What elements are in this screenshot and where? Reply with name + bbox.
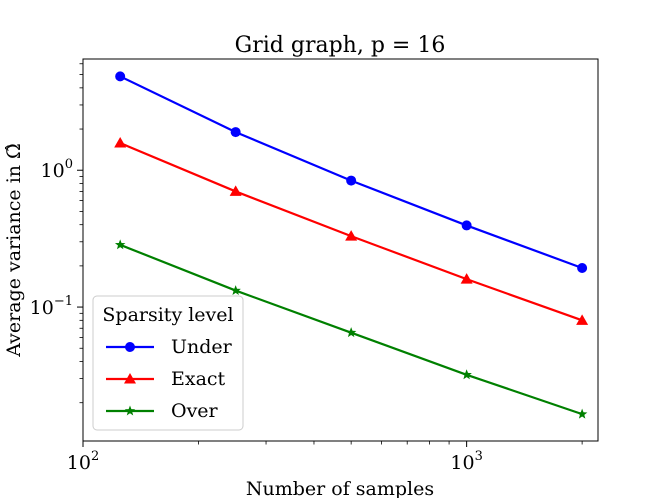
tick-base: 10 [67, 452, 91, 474]
y-tick-label: 10−1 [30, 294, 73, 319]
data-point-over [576, 408, 588, 419]
legend-item-exact: Exact [106, 368, 226, 390]
tick-base: 10 [41, 160, 65, 182]
legend-marker [124, 405, 136, 416]
series-exact [114, 137, 589, 325]
data-point-under [346, 175, 357, 186]
legend-marker [125, 342, 135, 352]
tick-base: 10 [30, 297, 54, 319]
data-point-under [577, 262, 588, 273]
data-point-exact [460, 273, 473, 284]
data-point-under [115, 71, 126, 82]
legend-title: Sparsity level [102, 304, 233, 326]
data-point-exact [345, 230, 358, 241]
y-axis-label: Average variance in Ω̂ [3, 143, 25, 358]
data-point-under [461, 220, 472, 231]
tick-exponent: 3 [475, 449, 483, 464]
x-tick-label: 102 [67, 449, 99, 474]
data-point-exact [576, 314, 589, 325]
x-axis-label: Number of samples [246, 478, 434, 498]
series-over [114, 239, 588, 419]
data-point-over [461, 369, 472, 380]
tick-base: 10 [450, 452, 474, 474]
legend-item-under: Under [106, 336, 233, 358]
legend-label: Exact [171, 368, 226, 390]
plot-area [114, 71, 589, 419]
legend-frame [92, 295, 244, 431]
legend-marker [124, 373, 136, 384]
data-point-over [114, 239, 126, 250]
tick-exponent: 0 [65, 157, 73, 172]
data-point-exact [114, 137, 127, 148]
tick-exponent: 2 [91, 449, 99, 464]
series-under [115, 71, 588, 273]
data-point-over [230, 285, 241, 296]
legend-label: Over [171, 400, 219, 422]
data-point-over [345, 327, 357, 338]
x-tick-label: 103 [450, 449, 482, 474]
legend-item-over: Over [106, 400, 219, 422]
chart-title: Grid graph, p = 16 [235, 33, 446, 58]
tick-exponent: −1 [54, 294, 73, 309]
data-point-exact [229, 185, 242, 196]
data-point-under [230, 127, 241, 138]
y-tick-label: 100 [41, 157, 73, 182]
axes-frame [82, 58, 599, 442]
legend-label: Under [171, 336, 233, 358]
legend: Sparsity level Under Exact Over [92, 295, 244, 431]
